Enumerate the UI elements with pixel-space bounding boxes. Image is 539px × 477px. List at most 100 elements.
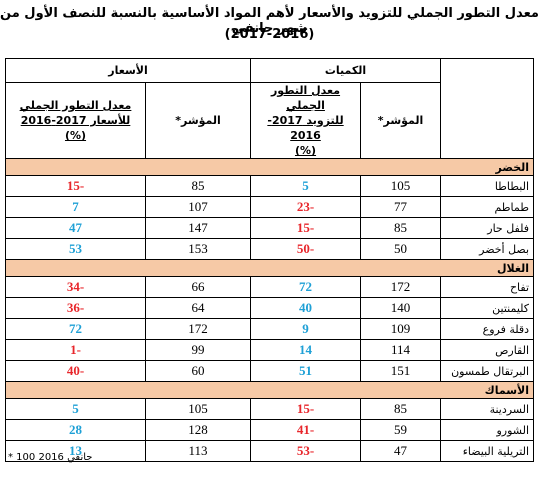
product: تفاح — [440, 276, 535, 298]
index-cell: 99 — [145, 339, 252, 361]
group-header: الكميات — [250, 58, 442, 83]
product: التريلية البيضاء — [440, 440, 535, 462]
data-row: السردينة 85 -15 105 5 — [4, 398, 535, 420]
subtitle: (2017-2016) — [224, 27, 315, 42]
data-row: طماطم 77 -23 107 7 — [4, 196, 535, 218]
index-cell: 105 — [360, 175, 442, 197]
data-row: كليمنتين 140 40 64 -36 — [4, 297, 535, 319]
index-cell: 47 — [360, 440, 442, 462]
rate-cell: -41 — [250, 419, 362, 441]
rate-cell: -1 — [4, 339, 147, 361]
product: طماطم — [440, 196, 535, 218]
data-row: تفاح 172 72 66 -34 — [4, 276, 535, 298]
section-row: الخضر — [4, 158, 535, 176]
index-cell: 107 — [145, 196, 252, 218]
header-line: (%) — [294, 144, 317, 157]
index-cell: 113 — [145, 440, 252, 462]
table-body: الكميات الأسعار المؤشر* معدل التطور الجملي ل… — [4, 58, 535, 462]
column-header: المؤشر* — [360, 82, 442, 159]
index-cell: 64 — [145, 297, 252, 319]
data-row: فلفل حار 85 -15 147 47 — [4, 217, 535, 239]
rate-cell: 72 — [4, 318, 147, 340]
section-row: الغلال — [4, 259, 535, 277]
section-name: الأسماك — [4, 381, 535, 399]
index-cell: 85 — [145, 175, 252, 197]
rate-cell: -34 — [4, 276, 147, 298]
rate-cell: -40 — [4, 360, 147, 382]
section-row: الأسماك — [4, 381, 535, 399]
rate-cell: -15 — [250, 217, 362, 239]
rate-cell: -15 — [250, 398, 362, 420]
group-header: الأسعار — [4, 58, 252, 83]
rate-cell: 14 — [250, 339, 362, 361]
rate-cell: 53 — [4, 238, 147, 260]
column-header: المؤشر* — [145, 82, 252, 159]
rate-cell: 5 — [4, 398, 147, 420]
index-cell: 114 — [360, 339, 442, 361]
table: الكميات الأسعار المؤشر* معدل التطور الجملي ل… — [4, 58, 535, 462]
rate-cell: 13 — [4, 440, 147, 462]
rate-cell: 28 — [4, 419, 147, 441]
index-cell: 140 — [360, 297, 442, 319]
rate-cell: 9 — [250, 318, 362, 340]
header-cell — [440, 58, 535, 159]
product: فلفل حار — [440, 217, 535, 239]
header-row: المؤشر* معدل التطور الجملي للتزويد 2017-20… — [4, 82, 534, 159]
rate-cell: -36 — [4, 297, 147, 319]
data-row: التريلية البيضاء 47 -53 113 13 — [4, 440, 535, 462]
data-row: دقلة فروع 109 9 172 72 — [4, 318, 535, 340]
index-cell: 128 — [145, 419, 252, 441]
index-cell: 60 — [145, 360, 252, 382]
product: كليمنتين — [440, 297, 535, 319]
index-cell: 66 — [145, 276, 252, 298]
section-name: الغلال — [4, 259, 535, 277]
product: بصل أخضر — [440, 238, 535, 260]
rate-cell: 51 — [250, 360, 362, 382]
data-row: القارص 114 14 99 -1 — [4, 339, 535, 361]
product: دقلة فروع — [440, 318, 535, 340]
rate-cell: 5 — [250, 175, 362, 197]
header-line: معدل التطور الجملي — [19, 99, 132, 112]
section-name: الخضر — [4, 158, 535, 176]
header-line: للتزويد 2017-2016 — [267, 114, 344, 142]
rate-cell: 72 — [250, 276, 362, 298]
product: الشورو — [440, 419, 535, 441]
header-line: للأسعار 2017-2016 — [20, 114, 131, 127]
index-cell: 109 — [360, 318, 442, 340]
rate-cell: -53 — [250, 440, 362, 462]
index-cell: 151 — [360, 360, 442, 382]
index-cell: 147 — [145, 217, 252, 239]
index-cell: 59 — [360, 419, 442, 441]
index-cell: 172 — [145, 318, 252, 340]
rate-cell: 7 — [4, 196, 147, 218]
index-cell: 85 — [360, 217, 442, 239]
product: البطاطا — [440, 175, 535, 197]
header-line: معدل التطور الجملي — [270, 84, 341, 112]
rate-cell: -50 — [250, 238, 362, 260]
data-row: البرتقال طمسون 151 51 60 -40 — [4, 360, 535, 382]
data-row: الشورو 59 -41 128 28 — [4, 419, 535, 441]
rate-cell: -15 — [4, 175, 147, 197]
title: معدل التطور الجملي للتزويد والأسعار لأهم… — [0, 6, 539, 36]
column-header: معدل التطور الجملي للتزويد 2017-2016 (%) — [250, 82, 362, 159]
index-cell: 172 — [360, 276, 442, 298]
index-cell: 50 — [360, 238, 442, 260]
header-line: المؤشر* — [175, 114, 221, 127]
rate-cell: 40 — [250, 297, 362, 319]
product: القارص — [440, 339, 535, 361]
header-row: الكميات الأسعار — [4, 58, 535, 159]
product: البرتقال طمسون — [440, 360, 535, 382]
header-line: (%) — [64, 129, 87, 142]
column-header: معدل التطور الجملي للأسعار 2017-2016 (%) — [4, 82, 147, 159]
data-row: البطاطا 105 5 85 -15 — [4, 175, 535, 197]
index-cell: 105 — [145, 398, 252, 420]
index-cell: 77 — [360, 196, 442, 218]
header-line: المؤشر* — [377, 114, 424, 127]
index-cell: 85 — [360, 398, 442, 420]
data-row: بصل أخضر 50 -50 153 53 — [4, 238, 535, 260]
rate-cell: -23 — [250, 196, 362, 218]
product: السردينة — [440, 398, 535, 420]
rate-cell: 47 — [4, 217, 147, 239]
footnote: * 100 جانفي 2016 — [8, 452, 93, 463]
